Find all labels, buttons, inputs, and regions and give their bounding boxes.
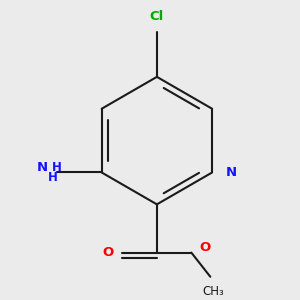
Text: O: O (199, 241, 210, 254)
Text: Cl: Cl (150, 11, 164, 23)
Text: H: H (48, 171, 58, 184)
Text: CH₃: CH₃ (203, 285, 225, 298)
Text: O: O (103, 246, 114, 259)
Text: H: H (52, 161, 61, 174)
Text: N: N (37, 161, 48, 174)
Text: N: N (226, 166, 237, 179)
